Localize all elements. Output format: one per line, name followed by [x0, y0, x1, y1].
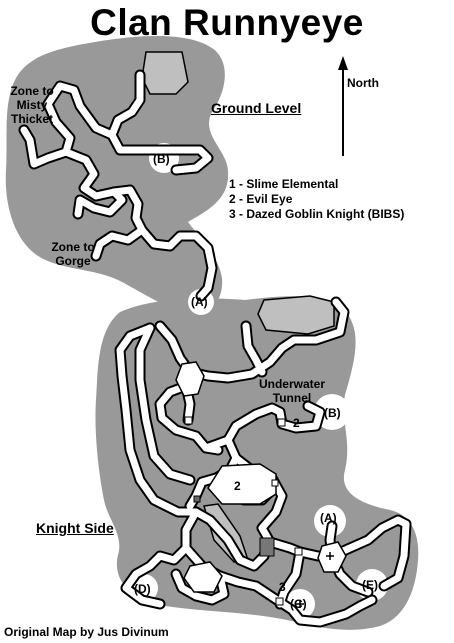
marker-b-lower: (B) [324, 406, 341, 420]
spawn-number-2-tunnel: 2 [293, 416, 300, 430]
spawn-number-2-chamber: 2 [234, 479, 241, 493]
ground-level-label: Ground Level [211, 100, 302, 116]
marker-c: (C) [290, 597, 307, 611]
map-credit: Original Map by Jus Divinum [4, 625, 169, 639]
chambers [175, 361, 347, 593]
marker-e: (E) [362, 578, 378, 592]
spawn-number-3: 3 [279, 580, 286, 594]
marker-a-upper: (A) [191, 295, 208, 309]
tunnels [18, 69, 412, 628]
legend-item-1: 1 - Slime Elemental [229, 177, 339, 191]
zone-misty-thicket-label: Zone to Misty Thicket [10, 84, 54, 126]
cross-marks [296, 552, 334, 608]
knight-side-label: Knight Side [36, 520, 114, 536]
marker-b-upper: (B) [153, 152, 170, 166]
zone-gorge-label: Zone to Gorge [51, 240, 95, 268]
north-label: North [347, 76, 379, 90]
legend-item-3: 3 - Dazed Goblin Knight (BIBS) [229, 207, 405, 221]
door-markers [184, 416, 303, 606]
legend-item-2: 2 - Evil Eye [229, 192, 293, 206]
north-arrow-icon [338, 56, 348, 156]
legend: 1 - Slime Elemental 2 - Evil Eye 3 - Daz… [229, 177, 404, 222]
upper-cave-area [5, 35, 229, 315]
map-title: Clan Runnyeye [90, 2, 364, 43]
underwater-tunnel-label: Underwater Tunnel [258, 377, 326, 405]
marker-d: (D) [134, 582, 151, 596]
marker-a-lower: (A) [320, 511, 337, 525]
